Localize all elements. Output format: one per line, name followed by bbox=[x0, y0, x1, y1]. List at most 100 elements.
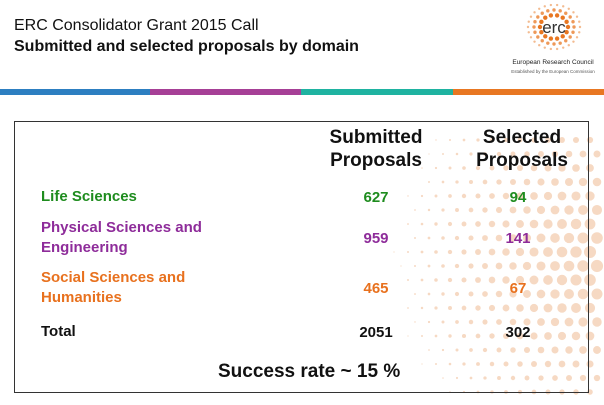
row-label-physical-sciences: Physical Sciences and Engineering bbox=[41, 218, 202, 258]
logo-dot bbox=[554, 13, 560, 18]
background-dot bbox=[441, 348, 445, 352]
background-dot bbox=[529, 303, 539, 313]
background-dot bbox=[441, 320, 445, 324]
background-dot bbox=[510, 151, 516, 157]
logo-dot bbox=[533, 20, 537, 24]
background-dot bbox=[476, 138, 480, 142]
logo-dot bbox=[526, 25, 530, 29]
background-dot bbox=[441, 180, 445, 184]
background-dot bbox=[563, 232, 575, 244]
background-dot bbox=[421, 167, 423, 169]
background-dot bbox=[559, 389, 565, 395]
background-dot bbox=[531, 137, 537, 143]
background-dot bbox=[565, 150, 573, 158]
background-dot bbox=[590, 259, 604, 273]
background-dot bbox=[475, 165, 481, 171]
background-dot bbox=[516, 164, 524, 172]
background-dot bbox=[428, 349, 430, 351]
color-stripe-teal bbox=[301, 89, 453, 95]
background-dot bbox=[468, 235, 474, 241]
background-dot bbox=[434, 306, 438, 310]
background-dot bbox=[435, 363, 437, 365]
background-dot bbox=[544, 360, 552, 368]
logo-dot bbox=[572, 25, 576, 29]
logo-dot bbox=[575, 36, 579, 39]
logo-dot bbox=[578, 20, 581, 23]
logo-dot bbox=[536, 15, 540, 19]
background-dot bbox=[593, 374, 601, 382]
background-dot bbox=[407, 195, 409, 197]
background-dot bbox=[502, 276, 510, 284]
background-dot bbox=[469, 152, 473, 156]
background-dot bbox=[522, 233, 532, 243]
background-dot bbox=[563, 260, 575, 272]
logo-dot bbox=[571, 30, 575, 34]
background-dot bbox=[468, 263, 474, 269]
background-dot bbox=[434, 278, 438, 282]
logo-dot bbox=[546, 9, 550, 13]
background-dot bbox=[572, 164, 580, 172]
row-label-total-line1: Total bbox=[41, 323, 76, 340]
background-dot bbox=[441, 292, 445, 296]
background-dot bbox=[414, 293, 416, 295]
background-dot bbox=[556, 274, 568, 286]
logo-dot bbox=[552, 8, 556, 12]
column-header-submitted-line1: Submitted bbox=[329, 127, 423, 148]
background-dot bbox=[516, 332, 524, 340]
background-dot bbox=[517, 361, 523, 367]
background-dot bbox=[551, 178, 559, 186]
background-dot bbox=[482, 263, 488, 269]
logo-subtitle: Established by the European Commission bbox=[511, 69, 595, 74]
background-dot bbox=[593, 346, 601, 354]
background-dot bbox=[489, 333, 495, 339]
background-dot bbox=[523, 178, 531, 186]
background-dot bbox=[454, 263, 460, 269]
life-sciences-selected: 94 bbox=[509, 189, 527, 206]
background-dot bbox=[421, 335, 423, 337]
background-dot bbox=[441, 264, 445, 268]
background-dot bbox=[461, 333, 467, 339]
row-label-social-sciences-line1: Social Sciences and bbox=[41, 269, 186, 286]
background-dot bbox=[488, 304, 496, 312]
background-dot bbox=[455, 152, 459, 156]
color-stripe-blue bbox=[0, 89, 150, 95]
background-dot bbox=[461, 277, 467, 283]
background-dot bbox=[509, 290, 517, 298]
background-dot bbox=[564, 317, 574, 327]
background-dot bbox=[557, 303, 567, 313]
logo-dot bbox=[562, 46, 565, 49]
background-dot bbox=[442, 153, 444, 155]
background-dot bbox=[592, 317, 602, 327]
background-dot bbox=[536, 205, 546, 215]
background-dot bbox=[427, 264, 431, 268]
row-label-physical-sciences-line1: Physical Sciences and bbox=[41, 219, 202, 236]
background-dot bbox=[578, 177, 588, 187]
logo-dot bbox=[527, 31, 530, 34]
background-dot bbox=[462, 138, 466, 142]
background-dot bbox=[482, 291, 488, 297]
background-dot bbox=[448, 166, 452, 170]
background-dot bbox=[495, 206, 503, 214]
logo-dot bbox=[575, 15, 579, 18]
background-dot bbox=[442, 377, 444, 379]
background-dot bbox=[543, 247, 553, 257]
background-dot bbox=[461, 193, 467, 199]
logo-dot bbox=[537, 24, 543, 30]
background-dot bbox=[577, 232, 589, 244]
background-dot bbox=[434, 166, 438, 170]
background-dot bbox=[413, 264, 417, 268]
background-dot bbox=[529, 247, 539, 257]
background-dot bbox=[421, 363, 423, 365]
logo-dot bbox=[552, 42, 556, 46]
life-sciences-submitted: 627 bbox=[363, 189, 389, 206]
background-dot bbox=[496, 347, 502, 353]
background-dot bbox=[571, 303, 581, 313]
background-dot bbox=[489, 165, 495, 171]
column-header-submitted: Submitted Proposals bbox=[316, 126, 436, 172]
background-dot bbox=[468, 207, 474, 213]
background-dot bbox=[516, 192, 524, 200]
background-dot bbox=[591, 288, 603, 300]
background-dot bbox=[543, 219, 553, 229]
background-dot bbox=[475, 305, 481, 311]
background-dot bbox=[420, 194, 424, 198]
